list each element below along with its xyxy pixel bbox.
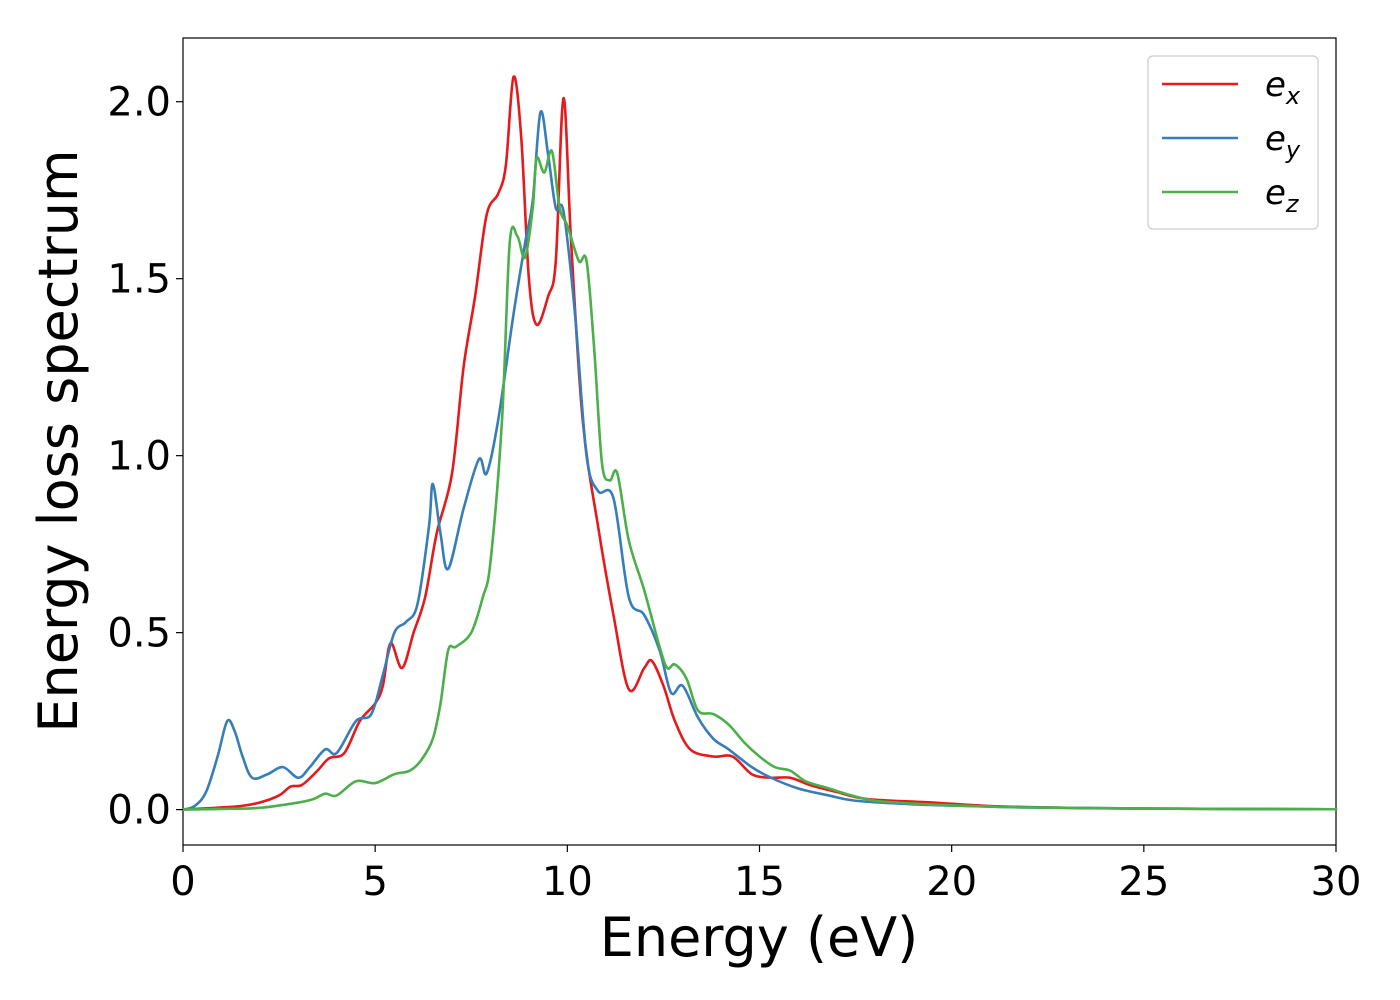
y-axis-label: Energy loss spectrum [27, 149, 90, 732]
legend-label-e-z: ez [1265, 173, 1300, 218]
legend-box [1147, 55, 1319, 230]
y-tick-label: 1.0 [107, 434, 171, 480]
x-tick-label: 15 [734, 859, 785, 905]
legend-label-e-x: ex [1265, 65, 1301, 110]
y-tick-label: 2.0 [107, 80, 171, 126]
x-tick-label: 10 [542, 859, 593, 905]
x-tick-label: 30 [1311, 859, 1362, 905]
x-axis-label: Energy (eV) [600, 906, 919, 969]
x-axis-ticks: 0 5 10 15 20 25 30 [170, 845, 1361, 905]
y-tick-label: 0.0 [107, 788, 171, 834]
x-tick-label: 5 [362, 859, 387, 905]
y-axis-ticks: 0.0 0.5 1.0 1.5 2.0 [107, 80, 183, 834]
legend: ex ey ez [1147, 55, 1319, 230]
legend-label-e-y: ey [1265, 119, 1301, 164]
x-tick-label: 0 [170, 859, 195, 905]
x-tick-label: 25 [1118, 859, 1169, 905]
series-line-e-y [181, 109, 1338, 811]
x-tick-label: 20 [926, 859, 977, 905]
series-layer [181, 75, 1338, 811]
series-line-e-z [181, 149, 1338, 811]
y-tick-label: 0.5 [107, 611, 171, 657]
y-tick-label: 1.5 [107, 257, 171, 303]
